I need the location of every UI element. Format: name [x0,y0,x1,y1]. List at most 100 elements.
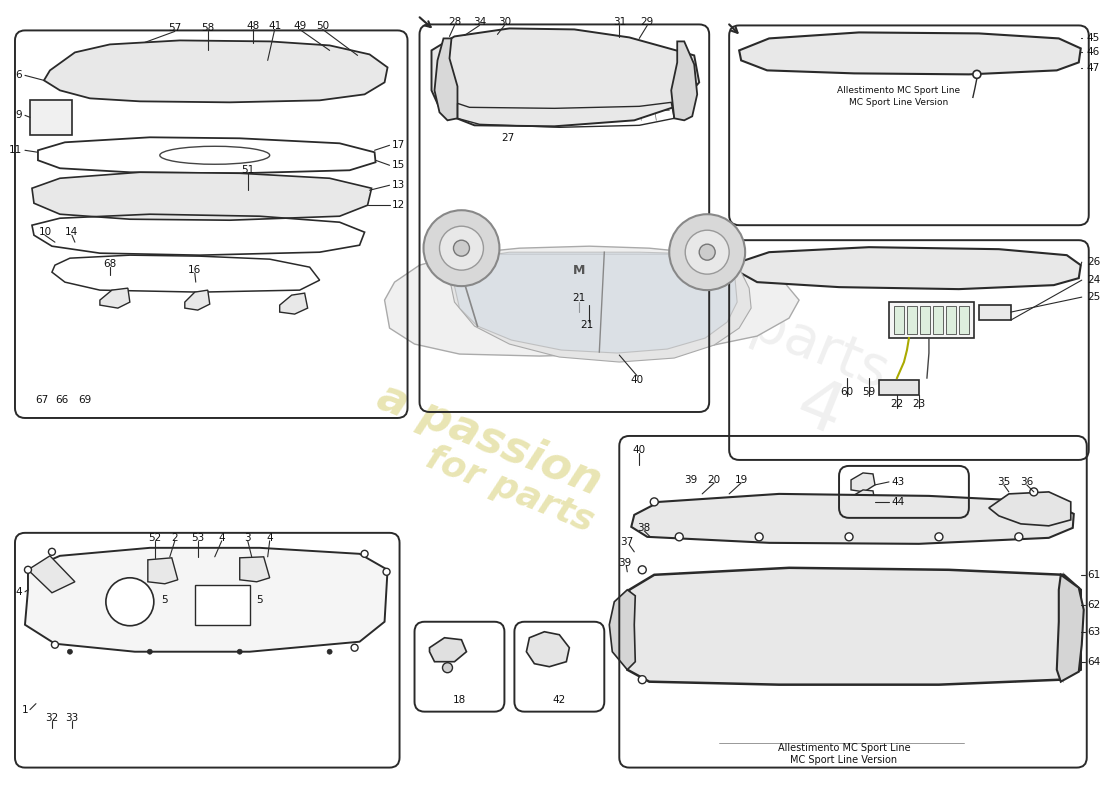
Text: 5: 5 [256,594,263,605]
Text: 40: 40 [630,375,644,385]
Polygon shape [431,29,700,126]
Text: 61: 61 [1087,570,1100,580]
Text: 68: 68 [103,259,117,269]
Text: 69: 69 [78,395,91,405]
Text: 12: 12 [392,200,405,210]
Polygon shape [631,494,1074,544]
Polygon shape [979,305,1011,320]
Text: 46: 46 [1087,47,1100,58]
Text: 67: 67 [35,395,48,405]
Text: 43: 43 [891,477,904,487]
Text: 21: 21 [581,320,594,330]
Circle shape [845,533,853,541]
Text: 42: 42 [552,694,567,705]
Text: 36: 36 [1020,477,1033,487]
Text: 48: 48 [246,22,260,31]
Circle shape [755,533,763,541]
Polygon shape [879,380,918,395]
Text: 37: 37 [620,537,634,547]
Circle shape [675,533,683,541]
Circle shape [669,214,745,290]
Text: 18: 18 [453,694,466,705]
Text: 26: 26 [1087,257,1100,267]
Text: 16: 16 [188,265,201,275]
Text: 50: 50 [316,22,329,31]
Ellipse shape [283,587,337,622]
Text: 6: 6 [15,70,22,80]
Text: 41: 41 [268,22,282,31]
Polygon shape [933,306,943,334]
Circle shape [24,566,32,574]
Circle shape [638,566,647,574]
Text: MC Sport Line Version: MC Sport Line Version [791,754,898,765]
Text: 44: 44 [891,497,904,507]
Polygon shape [195,585,250,625]
Text: Allestimento MC Sport Line: Allestimento MC Sport Line [837,86,960,95]
Polygon shape [385,246,799,356]
Circle shape [972,70,981,78]
Text: 9: 9 [15,110,22,120]
Text: for parts: for parts [420,441,598,539]
Text: 1: 1 [21,705,28,714]
Polygon shape [28,556,75,593]
Polygon shape [989,492,1070,526]
Text: 60: 60 [840,387,854,397]
Text: parts: parts [742,298,895,402]
Polygon shape [434,38,458,120]
Polygon shape [908,306,917,334]
Text: 66: 66 [55,395,68,405]
Text: M: M [573,264,585,277]
Circle shape [1030,488,1037,496]
Text: 23: 23 [912,399,925,409]
Text: 4: 4 [219,533,225,543]
Circle shape [351,644,359,651]
Polygon shape [185,290,210,310]
Circle shape [453,240,470,256]
Polygon shape [429,638,466,662]
Polygon shape [946,306,956,334]
Circle shape [48,548,55,555]
Text: 22: 22 [890,399,903,409]
Circle shape [147,650,152,654]
Text: 25: 25 [1087,292,1100,302]
Polygon shape [450,254,751,362]
Text: 15: 15 [392,160,405,170]
Text: 27: 27 [500,134,514,143]
Circle shape [238,650,242,654]
Circle shape [700,244,715,260]
Text: 51: 51 [241,166,254,175]
Polygon shape [739,33,1081,74]
Polygon shape [100,288,130,308]
Text: 57: 57 [168,23,182,34]
Text: 2: 2 [172,533,178,543]
Polygon shape [44,41,387,102]
Text: MC Sport Line Version: MC Sport Line Version [849,98,948,107]
Text: 49: 49 [293,22,306,31]
Text: 32: 32 [45,713,58,722]
Text: 34: 34 [473,18,486,27]
Polygon shape [851,490,874,509]
Text: 29: 29 [640,18,653,27]
Circle shape [638,676,647,684]
Polygon shape [627,568,1081,685]
Text: 31: 31 [613,18,626,27]
Text: 33: 33 [65,713,78,722]
Text: a passion: a passion [371,375,608,505]
Polygon shape [609,590,636,670]
Polygon shape [279,293,308,314]
Text: 10: 10 [39,227,52,237]
Text: 4: 4 [15,586,22,597]
Text: 5: 5 [162,594,168,605]
Text: 4: 4 [786,370,852,450]
Circle shape [67,650,73,654]
Polygon shape [671,42,697,120]
Polygon shape [25,548,387,652]
Text: 19: 19 [735,475,748,485]
Text: 45: 45 [1087,34,1100,43]
Text: 58: 58 [201,23,214,34]
Polygon shape [454,252,737,353]
Polygon shape [889,302,974,338]
Circle shape [685,230,729,274]
Text: 39: 39 [684,475,697,485]
Text: 40: 40 [632,445,646,455]
